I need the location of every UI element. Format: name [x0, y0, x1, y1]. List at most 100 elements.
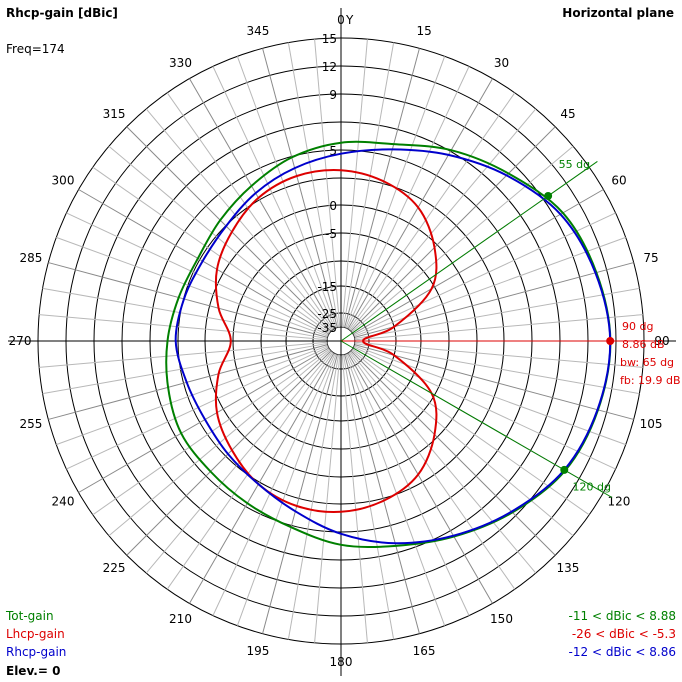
angle-label: 270: [9, 334, 32, 348]
angle-label: 225: [103, 561, 126, 575]
radial-tick-label: 5: [329, 144, 337, 158]
legend-lhcp-range: -26 < dBic < -5.3: [572, 627, 676, 641]
angle-label: 60: [611, 174, 626, 188]
grid-spoke: [351, 349, 574, 537]
grid-spoke: [92, 348, 330, 516]
angle-label: 195: [246, 644, 269, 658]
grid-spoke: [353, 212, 616, 336]
grid-spoke: [347, 352, 493, 604]
grid-spoke: [189, 78, 335, 330]
grid-spoke: [353, 236, 626, 337]
angle-label: 165: [413, 644, 436, 658]
angle-label: 285: [19, 251, 42, 265]
grid-spoke: [349, 351, 537, 574]
grid-spoke: [262, 354, 338, 634]
frequency-label: Freq=174: [6, 42, 65, 56]
grid-spoke: [354, 287, 640, 340]
series-layer: [165, 140, 612, 548]
grid-spoke: [345, 353, 446, 626]
angle-label: 0: [337, 13, 345, 27]
grid-spoke: [48, 344, 328, 420]
grid-spoke: [347, 78, 493, 330]
grid-spoke: [39, 341, 328, 368]
marker-dot: [606, 337, 615, 345]
grid-spoke: [262, 48, 338, 328]
legend-rhcp-label: Rhcp-gain: [6, 645, 66, 659]
grid-spoke: [342, 42, 395, 328]
grid-spoke: [78, 347, 330, 493]
grid-spoke: [92, 166, 330, 334]
radial-tick-label: -25: [317, 307, 337, 321]
grid-spoke: [39, 314, 328, 341]
marker-dot: [560, 465, 569, 474]
radial-tick-label: -5: [325, 227, 337, 241]
grid-spoke: [287, 42, 340, 328]
grid-spoke: [354, 341, 643, 368]
grid-spoke: [351, 145, 574, 333]
grid-spoke: [42, 342, 328, 395]
angle-label: 330: [169, 56, 192, 70]
grid-spoke: [314, 354, 341, 643]
angle-label: 315: [103, 107, 126, 121]
angle-label: 300: [52, 174, 75, 188]
grid-spoke: [353, 345, 626, 446]
max-gain-annotation: 8.86 dB: [622, 338, 665, 351]
chart-title: Rhcp-gain [dBic]: [6, 6, 118, 20]
angle-label: 45: [560, 107, 575, 121]
angle-labels: 0153045607590105120135150165180195210225…: [9, 13, 670, 669]
legend-tot-range: -11 < dBic < 8.88: [569, 609, 676, 623]
legend-rhcp-range: -12 < dBic < 8.86: [569, 645, 676, 659]
grid-spoke: [126, 126, 332, 332]
radial-tick-label: -15: [317, 280, 337, 294]
grid-spoke: [354, 314, 643, 341]
grid-spoke: [66, 212, 329, 336]
radial-tick-label: 9: [329, 88, 337, 102]
angle-label: 30: [494, 56, 509, 70]
legend-lhcp-label: Lhcp-gain: [6, 627, 65, 641]
grid-spoke: [352, 348, 590, 516]
series-lhcp-gain: [214, 169, 438, 513]
legend-tot-label: Tot-gain: [5, 609, 54, 623]
series-tot-gain: [165, 140, 612, 548]
grid-spoke: [350, 350, 556, 556]
grid-spoke: [108, 145, 331, 333]
grid-spoke: [345, 56, 446, 329]
marker-line-label: 120 dg: [572, 481, 610, 494]
grid-spoke: [314, 39, 341, 328]
grid-spoke: [66, 346, 329, 470]
angle-label: 150: [490, 612, 513, 626]
grid-spoke: [236, 56, 337, 329]
angle-label: 180: [330, 655, 353, 669]
angle-label: 105: [640, 417, 663, 431]
grid-spoke: [354, 344, 634, 420]
marker-layer: 55 dg 120 dg: [340, 158, 654, 498]
marker-line: [340, 161, 598, 342]
grid-spoke: [236, 353, 337, 626]
angle-label: 255: [19, 417, 42, 431]
series-rhcp-gain: [174, 148, 612, 545]
grid-spoke: [354, 262, 634, 338]
radial-tick-label: -35: [317, 321, 337, 335]
grid-spoke: [344, 354, 420, 634]
angle-label: 210: [169, 612, 192, 626]
plane-label: Horizontal plane: [562, 6, 674, 20]
angle-label: 75: [643, 251, 658, 265]
radial-tick-label: 0: [329, 199, 337, 213]
angle-label: 90: [654, 334, 669, 348]
front-back-annotation: fb: 19.9 dB: [620, 374, 681, 387]
grid-spoke: [287, 354, 340, 640]
grid-spoke: [212, 353, 336, 616]
radial-tick-label: 15: [322, 32, 337, 46]
marker-line-label: 55 dg: [559, 158, 590, 171]
angle-label: 345: [246, 24, 269, 38]
grid-spoke: [341, 39, 368, 328]
grid-spoke: [166, 92, 334, 330]
grid-spoke: [126, 350, 332, 556]
y-axis-label: Y: [345, 13, 354, 27]
grid-spoke: [78, 189, 330, 335]
grid-spoke: [353, 346, 616, 470]
grid-spoke: [352, 189, 604, 335]
grid-spoke: [349, 108, 537, 331]
grid-spoke: [342, 354, 395, 640]
